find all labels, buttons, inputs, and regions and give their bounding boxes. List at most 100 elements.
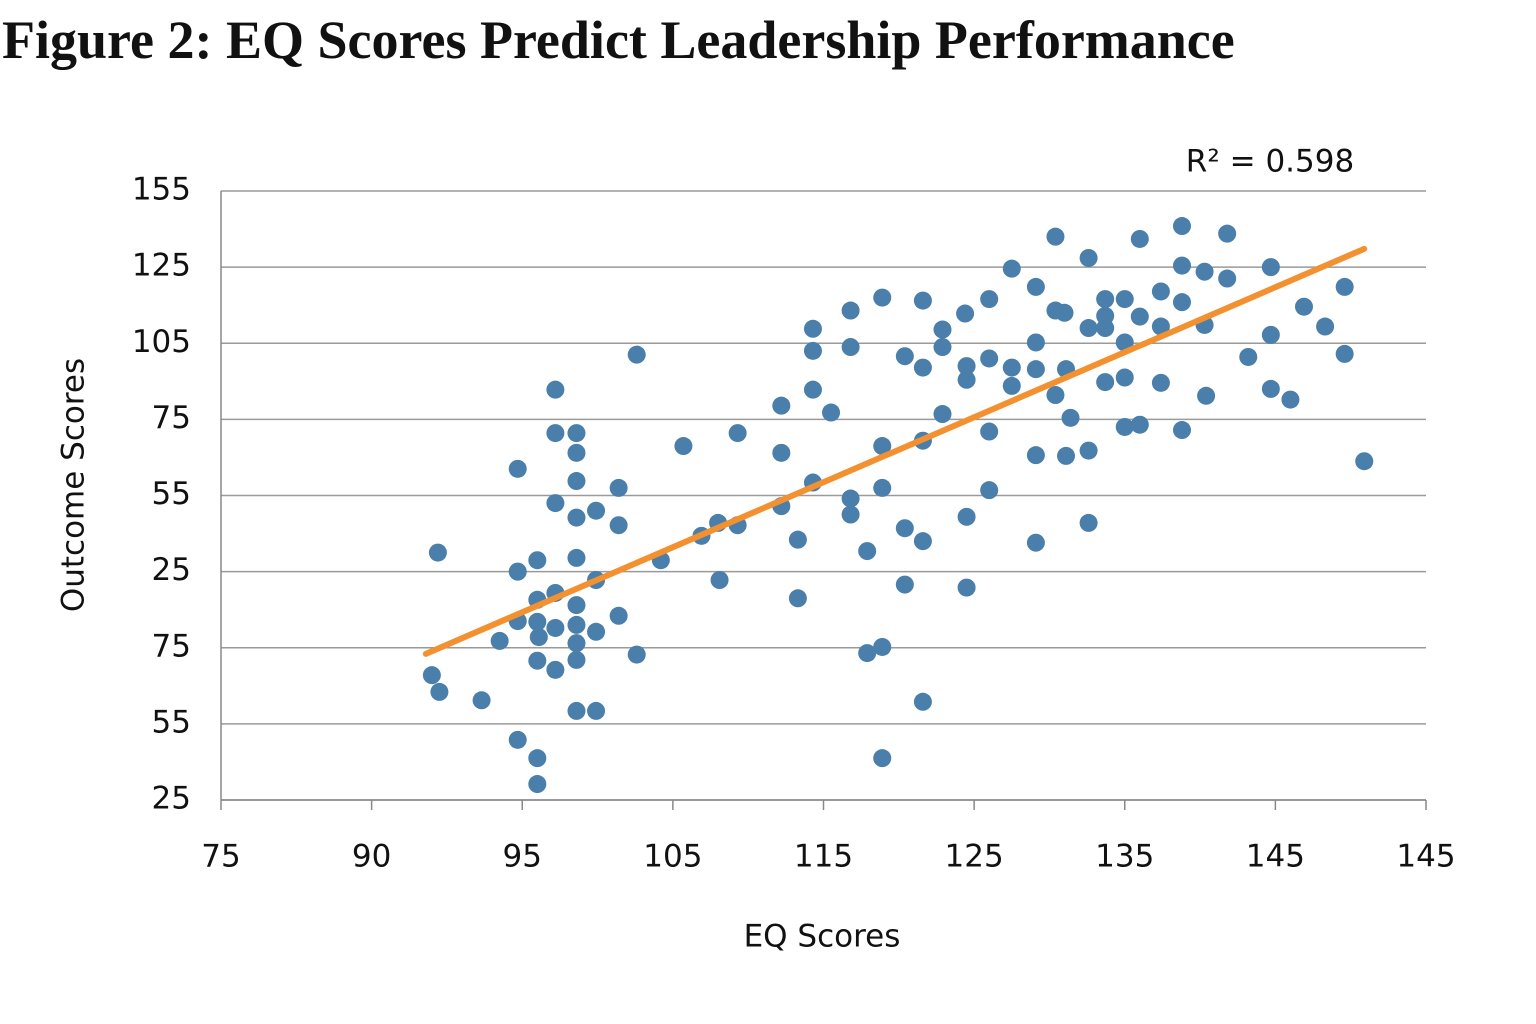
data-point (1335, 277, 1354, 296)
data-point (933, 338, 952, 357)
x-tick-label: 125 (945, 839, 1004, 875)
data-point (1218, 269, 1237, 288)
data-point (1055, 303, 1074, 322)
x-tick-label: 75 (201, 839, 240, 875)
data-point (1197, 386, 1216, 405)
y-tick-label: 105 (132, 324, 191, 360)
data-point (913, 692, 932, 711)
data-point (1079, 248, 1098, 267)
data-point (1046, 386, 1065, 405)
trend-line (422, 245, 1368, 657)
data-point (1130, 307, 1149, 326)
data-point (873, 288, 892, 307)
y-tick-label: 25 (152, 781, 191, 817)
data-point (772, 443, 791, 462)
data-point (1026, 360, 1045, 379)
data-point (567, 701, 586, 720)
data-point (895, 347, 914, 366)
data-point (528, 551, 547, 570)
data-point (546, 618, 565, 637)
data-point (1061, 408, 1080, 427)
data-point (1172, 217, 1191, 236)
data-point (546, 494, 565, 513)
data-point (1130, 229, 1149, 248)
data-point (1115, 368, 1134, 387)
data-point (933, 320, 952, 339)
data-point (508, 459, 527, 478)
data-point (567, 634, 586, 653)
data-point (1057, 446, 1076, 465)
y-tick-label: 55 (152, 476, 191, 512)
data-point (873, 637, 892, 656)
y-axis-label: Outcome Scores (56, 358, 92, 612)
data-point (422, 666, 441, 685)
data-point (980, 481, 999, 500)
data-point (772, 396, 791, 415)
data-point (980, 422, 999, 441)
x-tick-label: 135 (1095, 839, 1154, 875)
data-point (1026, 533, 1045, 552)
data-point (895, 575, 914, 594)
data-point (803, 380, 822, 399)
y-tick-label: 75 (152, 400, 191, 436)
data-point (609, 606, 628, 625)
x-axis-label: EQ Scores (744, 919, 901, 955)
data-point (627, 645, 646, 664)
data-point (873, 478, 892, 497)
data-point (567, 596, 586, 615)
data-point (858, 542, 877, 561)
data-point (841, 338, 860, 357)
data-point (1096, 319, 1115, 338)
data-point (1172, 256, 1191, 275)
data-point (1261, 325, 1280, 344)
x-tick-label: 145 (1396, 839, 1455, 875)
data-point (587, 701, 606, 720)
x-tick-label: 145 (1246, 839, 1305, 875)
data-point (957, 370, 976, 389)
data-point (567, 472, 586, 491)
data-point (627, 345, 646, 364)
data-point (957, 357, 976, 376)
data-point (546, 380, 565, 399)
data-point (1096, 290, 1115, 309)
data-point (1002, 376, 1021, 395)
data-point (803, 319, 822, 338)
data-point (1096, 373, 1115, 392)
data-point (956, 304, 975, 323)
data-point (858, 644, 877, 663)
data-point (1172, 293, 1191, 312)
data-point (508, 562, 527, 581)
data-point (1355, 452, 1374, 471)
data-point (528, 775, 547, 794)
data-point (1026, 446, 1045, 465)
data-point (710, 570, 729, 589)
data-point (895, 519, 914, 538)
data-point (873, 749, 892, 768)
data-point (567, 424, 586, 443)
data-point (841, 489, 860, 508)
y-tick-label: 155 (132, 172, 191, 208)
data-point (1294, 297, 1313, 316)
data-point (567, 615, 586, 634)
data-point (788, 530, 807, 549)
data-point (1172, 421, 1191, 440)
data-point (508, 730, 527, 749)
data-point (609, 516, 628, 535)
data-point (674, 437, 693, 456)
data-point (1239, 347, 1258, 366)
data-point (1115, 333, 1134, 352)
data-point (1026, 277, 1045, 296)
data-point (1079, 513, 1098, 532)
data-point (546, 660, 565, 679)
data-point (490, 631, 509, 650)
data-point (1316, 317, 1335, 336)
r-squared-annotation: R² = 0.598 (1186, 144, 1354, 180)
data-point (1218, 224, 1237, 243)
data-point (428, 543, 447, 562)
data-point (1115, 417, 1134, 436)
data-point (873, 437, 892, 456)
data-point (1079, 441, 1098, 460)
x-tick-label: 115 (794, 839, 853, 875)
data-point (980, 349, 999, 368)
data-point (822, 403, 841, 422)
